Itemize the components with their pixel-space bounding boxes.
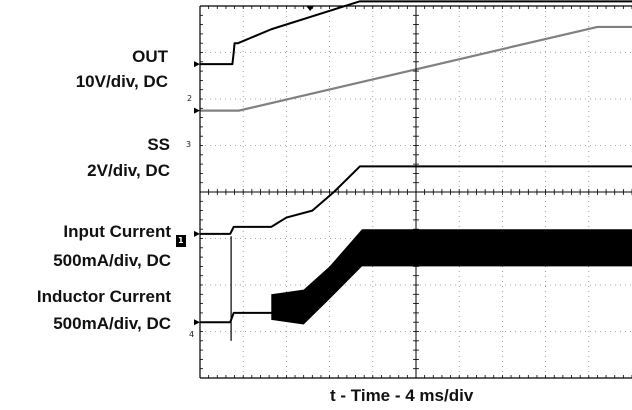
ch2-ground-arrow bbox=[194, 61, 200, 68]
ch1-ground-arrow bbox=[194, 230, 200, 237]
ss-trace bbox=[200, 25, 632, 112]
label-out-scale: 10V/div, DC bbox=[75, 72, 168, 91]
label-inductor-current-scale: 500mA/div, DC bbox=[53, 314, 171, 333]
axes bbox=[194, 5, 632, 379]
label-ss-scale: 2V/div, DC bbox=[87, 161, 170, 180]
label-out-name: OUT bbox=[132, 47, 168, 66]
trigger-marker bbox=[306, 6, 315, 11]
x-axis-label: t - Time - 4 ms/div bbox=[330, 386, 474, 405]
marker-ch2: 2 bbox=[187, 94, 193, 103]
label-inductor-current-name: Inductor Current bbox=[36, 287, 171, 306]
label-ss-name: SS bbox=[147, 135, 170, 154]
label-input-current-scale: 500mA/div, DC bbox=[53, 251, 171, 270]
inductor-current-ripple-band bbox=[271, 229, 632, 325]
traces bbox=[200, 0, 632, 341]
label-input-current-name: Input Current bbox=[63, 222, 171, 241]
marker-ch4: 4 bbox=[189, 330, 195, 339]
ch4-ground-arrow bbox=[194, 319, 200, 326]
ch3-ground-arrow bbox=[194, 107, 200, 114]
marker-ch1: 1 bbox=[176, 235, 186, 247]
input-current-trace bbox=[200, 165, 632, 235]
marker-ch3: 3 bbox=[186, 140, 192, 149]
